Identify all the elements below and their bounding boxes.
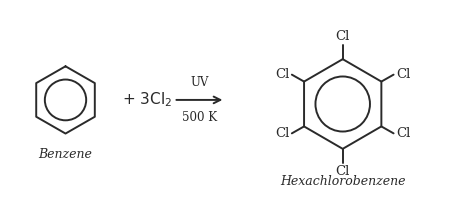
Text: Cl: Cl xyxy=(336,165,350,178)
Text: Benzene: Benzene xyxy=(38,148,92,161)
Text: Cl: Cl xyxy=(396,127,410,140)
Text: 500 K: 500 K xyxy=(182,111,217,124)
Text: Hexachlorobenzene: Hexachlorobenzene xyxy=(280,175,405,188)
Text: UV: UV xyxy=(190,76,209,89)
Text: Cl: Cl xyxy=(275,127,290,140)
Text: Cl: Cl xyxy=(336,30,350,43)
Text: Cl: Cl xyxy=(275,68,290,81)
Text: Cl: Cl xyxy=(396,68,410,81)
Text: $+\ 3\mathrm{Cl}_2$: $+\ 3\mathrm{Cl}_2$ xyxy=(122,90,172,109)
